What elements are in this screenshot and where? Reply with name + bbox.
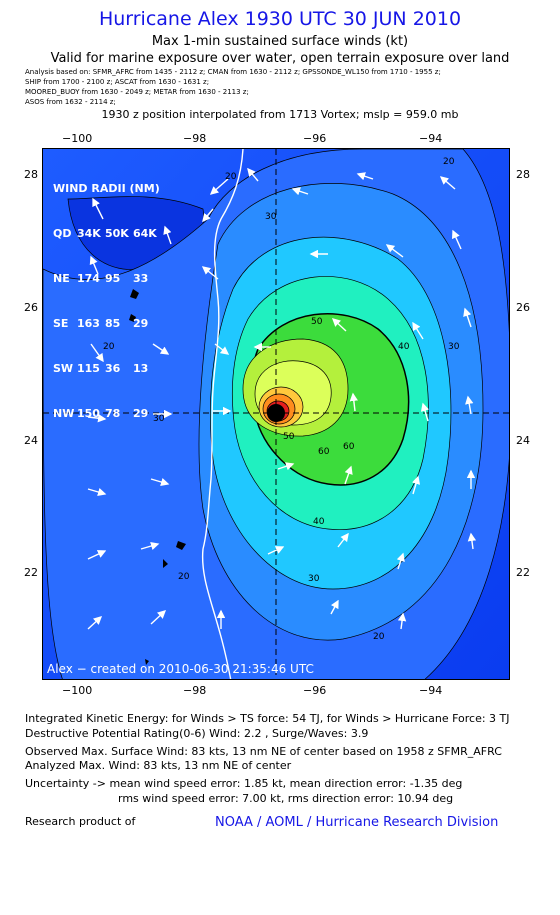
lat-tick-left-26: 26	[24, 301, 38, 314]
wind-arrow	[291, 187, 309, 196]
lon-tick-bottom-100: −100	[62, 684, 93, 697]
creation-stamp: Alex − created on 2010-06-30 21:35:46 UT…	[47, 662, 314, 676]
validity-note: Valid for marine exposure over water, op…	[50, 51, 510, 66]
wind-arrow	[87, 616, 103, 630]
wind-arrow	[337, 532, 349, 548]
wind-radii-table: WIND RADII (NM) QD 34K 50K 64K NE 174 95 33 SE…	[53, 151, 161, 451]
wind-arrow	[397, 612, 407, 630]
ike-text: Integrated Kinetic Energy: for Winds > T…	[25, 712, 510, 725]
wind-arrow	[385, 244, 404, 258]
research-label: Research product of	[25, 815, 136, 828]
lat-tick-right-24: 24	[516, 434, 530, 447]
analysis-line-3: MOORED_BUOY from 1630 - 2049 z; METAR fr…	[25, 88, 249, 96]
wind-arrow	[87, 550, 107, 560]
analysis-line-1: Analysis based on: SFMR_AFRC from 1435 -…	[25, 68, 441, 76]
noaa-link[interactable]: NOAA / AOML / Hurricane Research Divisio…	[215, 815, 499, 830]
wind-arrow	[267, 546, 285, 555]
analysis-line-4: ASOS from 1632 - 2114 z;	[25, 98, 116, 106]
wind-arrow	[463, 307, 472, 328]
wind-arrow	[87, 487, 107, 497]
wind-arrow	[344, 465, 353, 485]
lon-tick-top-100: −100	[62, 132, 93, 145]
lon-tick-bottom-94: −94	[419, 684, 443, 697]
contour-label: 40	[313, 517, 325, 527]
lon-tick-top-94: −94	[419, 132, 443, 145]
wind-arrow	[214, 343, 230, 355]
analyzed-max-text: Analyzed Max. Wind: 83 kts, 13 nm NE of …	[25, 759, 292, 772]
contour-label: 20	[178, 572, 190, 582]
contour-labels: 20 30 40 50 60 20 30 40 50 60 30 20 20 3…	[103, 157, 460, 642]
contour-label: 40	[398, 342, 410, 352]
contour-label: 50	[283, 432, 295, 442]
wind-arrow	[209, 178, 229, 195]
wind-arrow	[467, 532, 477, 550]
position-note: 1930 z position interpolated from 1713 V…	[101, 108, 459, 121]
lat-tick-left-22: 22	[24, 566, 38, 579]
wind-arrow	[331, 318, 347, 332]
lon-tick-top-98: −98	[183, 132, 207, 145]
wind-arrow	[452, 229, 462, 250]
dpr-text: Destructive Potential Rating(0-6) Wind: …	[25, 727, 369, 740]
wind-radii-row-nw: NW 150 78 29	[53, 407, 149, 420]
wind-arrow	[201, 266, 219, 280]
wind-arrow	[277, 462, 295, 471]
contour-label: 30	[265, 212, 277, 222]
contour-label: 60	[343, 442, 355, 452]
wind-arrow	[150, 477, 170, 487]
contour-label: 20	[443, 157, 455, 167]
wind-arrow	[412, 321, 424, 340]
coastline	[201, 149, 244, 679]
wind-radii-row-sw: SW 115 36 13	[53, 362, 149, 375]
lon-tick-bottom-96: −96	[303, 684, 327, 697]
wind-arrow	[89, 255, 99, 275]
contour-label: 20	[225, 172, 237, 182]
contour-label: 30	[153, 414, 165, 424]
uncertainty-line-2: rms wind speed error: 7.00 kt, rms direc…	[118, 792, 454, 805]
wind-arrow	[150, 610, 167, 625]
analysis-line-2: SHIP from 1700 - 2100 z; ASCAT from 1630…	[25, 78, 210, 86]
wind-radii-row-se: SE 163 85 29	[53, 317, 149, 330]
wind-arrow	[420, 402, 430, 422]
contour-label: 20	[103, 342, 115, 352]
wind-arrow	[247, 167, 259, 182]
uncertainty-line-1: Uncertainty -> mean wind speed error: 1.…	[25, 777, 463, 790]
lat-tick-left-24: 24	[24, 434, 38, 447]
map-title: Hurricane Alex 1930 UTC 30 JUN 2010	[98, 8, 462, 30]
wind-arrow	[411, 475, 421, 495]
wind-arrow	[140, 541, 160, 551]
wind-arrow	[90, 343, 104, 363]
wind-arrow	[330, 599, 339, 615]
wind-arrows	[87, 167, 477, 630]
wind-arrow	[87, 414, 107, 423]
wind-arrow	[152, 343, 170, 355]
wind-radii-title: WIND RADII (NM)	[53, 182, 160, 195]
wind-arrow	[465, 395, 474, 415]
lon-tick-bottom-98: −98	[183, 684, 207, 697]
wind-field-map: 20 30 40 50 60 20 30 40 50 60 30 20 20 3…	[42, 148, 510, 680]
wind-arrow	[349, 392, 358, 412]
contour-label: 50	[311, 317, 323, 327]
lat-tick-left-28: 28	[24, 168, 38, 181]
lat-tick-right-26: 26	[516, 301, 530, 314]
contour-label: 20	[373, 632, 385, 642]
contour-label: 30	[308, 574, 320, 584]
lon-tick-top-96: −96	[303, 132, 327, 145]
wind-arrow	[92, 197, 104, 220]
contour-label: 60	[318, 447, 330, 457]
wind-radii-row-ne: NE 174 95 33	[53, 272, 149, 285]
wind-arrow	[439, 176, 456, 190]
contour-label: 30	[448, 342, 460, 352]
wind-arrow	[356, 172, 374, 181]
map-subtitle: Max 1-min sustained surface winds (kt)	[151, 34, 409, 49]
wind-arrow	[202, 208, 214, 223]
wind-radii-header: QD 34K 50K 64K	[53, 227, 157, 240]
wind-arrow	[163, 225, 172, 245]
lat-tick-right-22: 22	[516, 566, 530, 579]
lat-tick-right-28: 28	[516, 168, 530, 181]
wind-field-svg: 20 30 40 50 60 20 30 40 50 60 30 20 20 3…	[43, 149, 509, 679]
observed-max-text: Observed Max. Surface Wind: 83 kts, 13 n…	[25, 745, 502, 758]
wind-arrow	[396, 552, 405, 570]
